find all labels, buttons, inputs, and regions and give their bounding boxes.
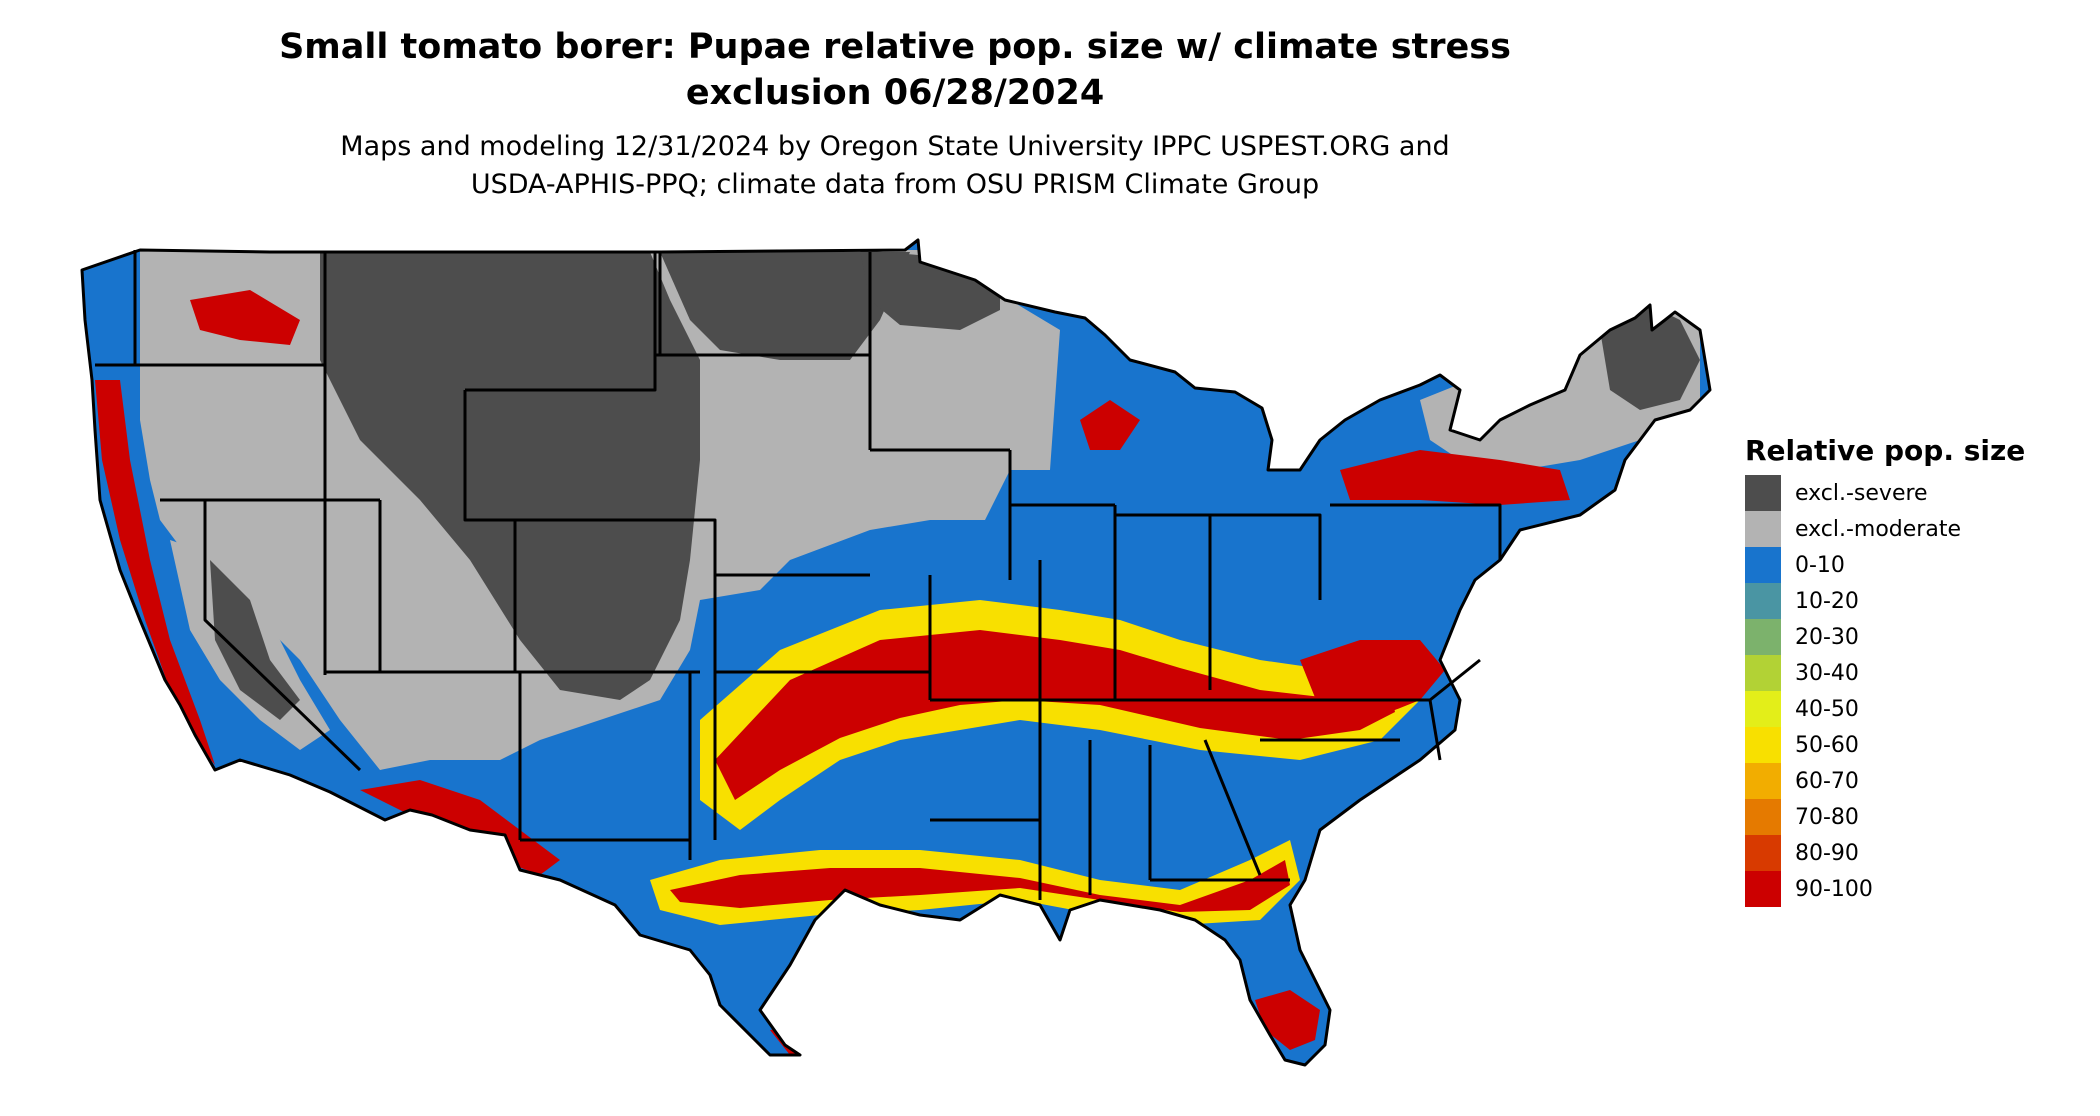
title-line-1: Small tomato borer: Pupae relative pop. …: [279, 27, 1511, 67]
legend-label: 30-40: [1795, 660, 1859, 686]
legend-item: 30-40: [1745, 655, 2085, 691]
legend-swatch: [1745, 475, 1781, 511]
zone-severe-great-basin: [210, 560, 300, 720]
legend-label: 70-80: [1795, 804, 1859, 830]
zone-high-pacific-coast: [95, 380, 215, 765]
zone-high-new-york: [1340, 450, 1570, 505]
legend-swatch: [1745, 799, 1781, 835]
subtitle-line-2: USDA-APHIS-PPQ; climate data from OSU PR…: [470, 169, 1320, 200]
zone-severe-north-plains: [660, 252, 910, 360]
legend-swatch: [1745, 619, 1781, 655]
legend-label: excl.-severe: [1795, 480, 1928, 506]
legend-swatch: [1745, 727, 1781, 763]
map-subtitle: Maps and modeling 12/31/2024 by Oregon S…: [0, 128, 1790, 204]
legend-swatch: [1745, 655, 1781, 691]
zone-severe-maine: [1600, 305, 1700, 410]
legend-item: 0-10: [1745, 547, 2085, 583]
legend-label: 20-30: [1795, 624, 1859, 650]
legend-item: 20-30: [1745, 619, 2085, 655]
legend-item: 10-20: [1745, 583, 2085, 619]
legend-swatch: [1745, 691, 1781, 727]
zone-high-great-lakes: [1080, 400, 1140, 450]
legend-label: 90-100: [1795, 876, 1873, 902]
legend-label: 80-90: [1795, 840, 1859, 866]
legend-items: excl.-severe excl.-moderate 0-10 10-20 20-30…: [1745, 475, 2085, 907]
legend-title: Relative pop. size: [1745, 434, 2026, 467]
legend-label: 50-60: [1795, 732, 1859, 758]
legend-label: 10-20: [1795, 588, 1859, 614]
map-zones: [95, 250, 1700, 1055]
legend-item: 90-100: [1745, 871, 2085, 907]
map-legend: Relative pop. size excl.-severe excl.-mod…: [1745, 433, 2085, 907]
legend-swatch: [1745, 511, 1781, 547]
title-line-2: exclusion 06/28/2024: [685, 73, 1105, 113]
legend-label: 40-50: [1795, 696, 1859, 722]
legend-label: 60-70: [1795, 768, 1859, 794]
legend-item: 40-50: [1745, 691, 2085, 727]
state-boundaries: [80, 238, 1712, 1067]
state-border-lines: [95, 250, 1502, 900]
subtitle-line-1: Maps and modeling 12/31/2024 by Oregon S…: [340, 131, 1450, 162]
legend-item: excl.-moderate: [1745, 511, 2085, 547]
zone-severe-rockies: [320, 252, 700, 700]
zone-high-gulf-band: [670, 860, 1290, 912]
legend-swatch: [1745, 763, 1781, 799]
legend-swatch: [1745, 871, 1781, 907]
legend-swatch: [1745, 547, 1781, 583]
legend-item: 70-80: [1745, 799, 2085, 835]
legend-item: 80-90: [1745, 835, 2085, 871]
legend-swatch: [1745, 835, 1781, 871]
legend-item: 60-70: [1745, 763, 2085, 799]
legend-item: excl.-severe: [1745, 475, 2085, 511]
legend-label: excl.-moderate: [1795, 516, 1961, 542]
legend-label: 0-10: [1795, 552, 1845, 578]
map-title: Small tomato borer: Pupae relative pop. …: [0, 24, 1790, 116]
legend-swatch: [1745, 583, 1781, 619]
zone-high-washington: [190, 290, 300, 345]
legend-item: 50-60: [1745, 727, 2085, 763]
